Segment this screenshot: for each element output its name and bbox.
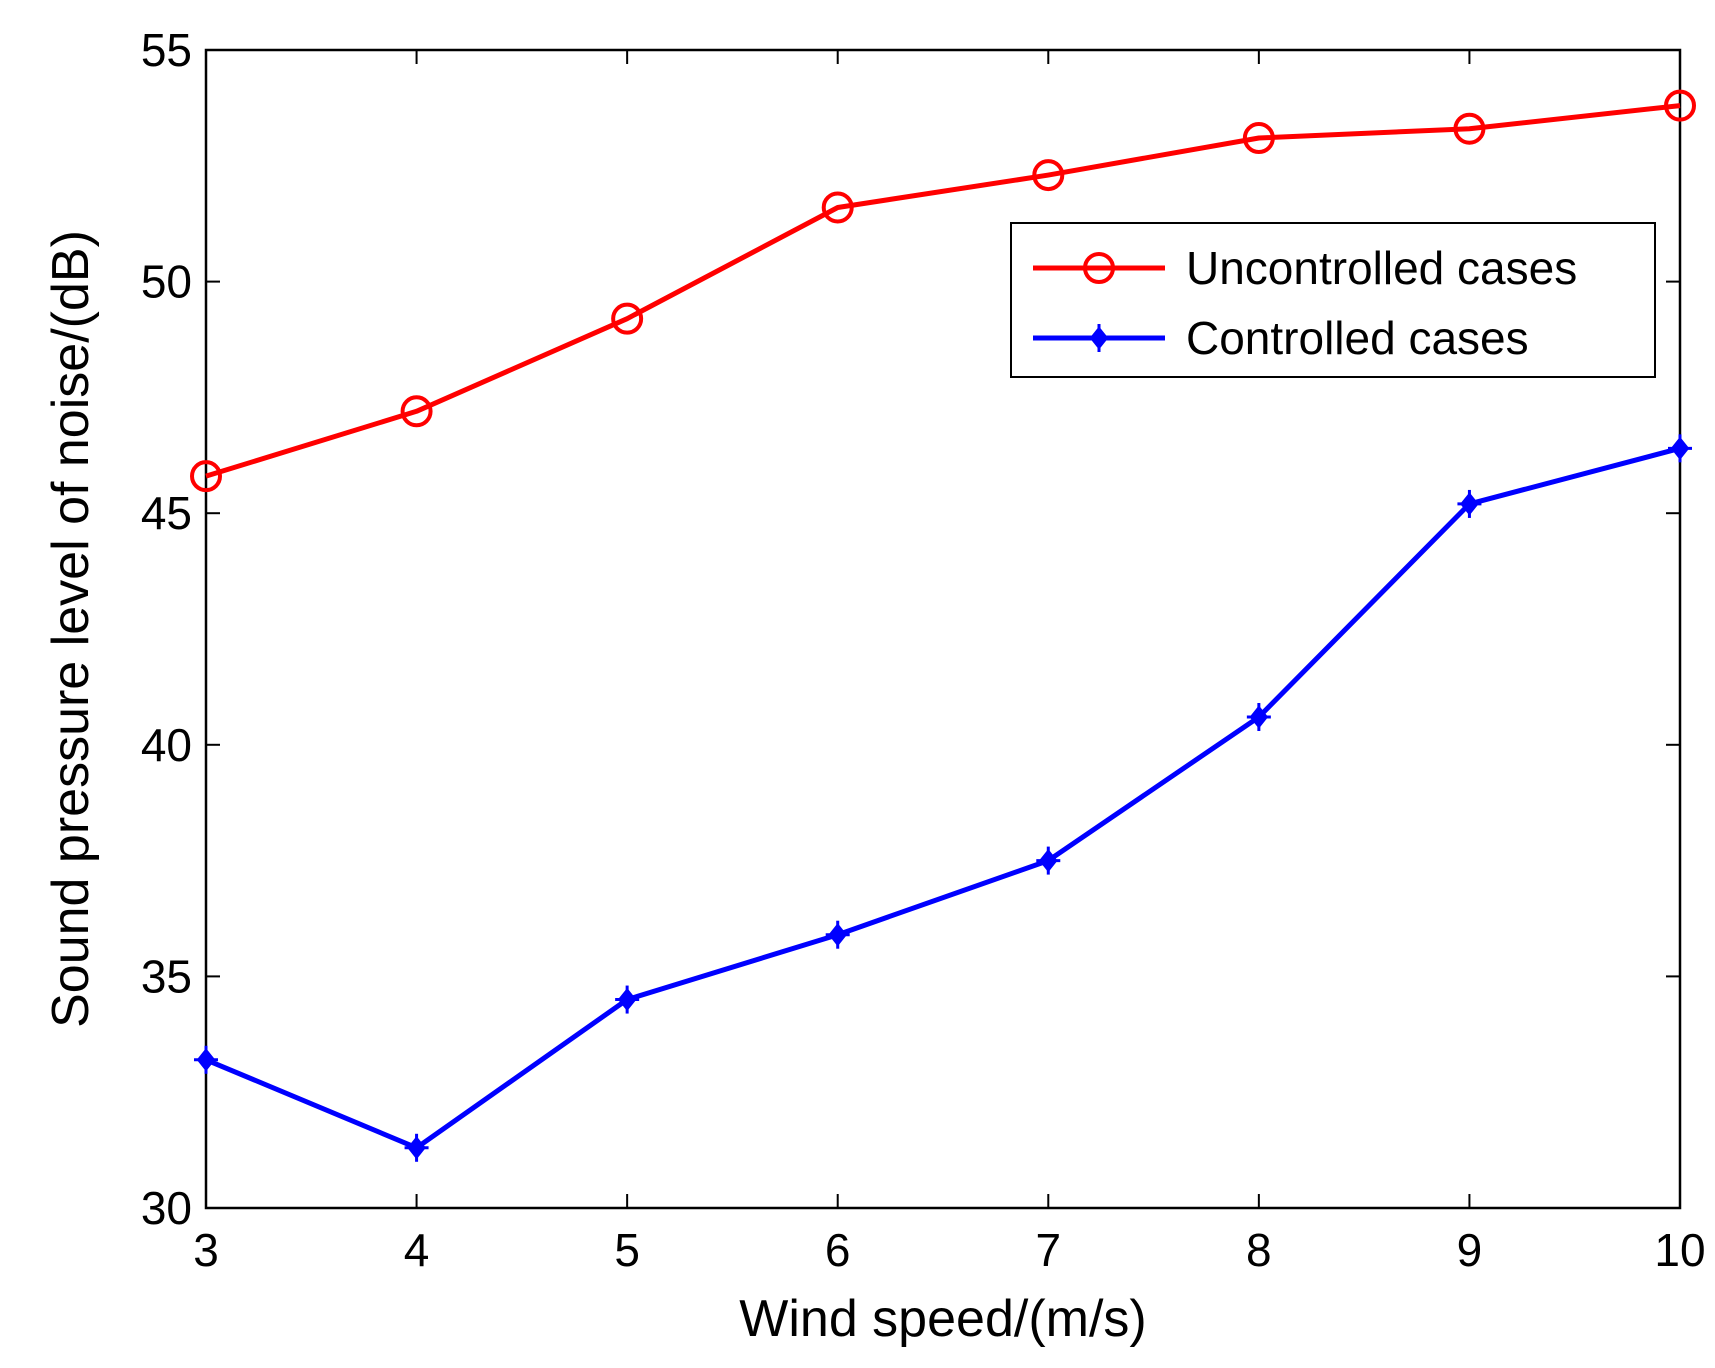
series-uncontrolled-cases	[190, 89, 1696, 493]
legend-marker	[1087, 324, 1111, 352]
data-point	[825, 920, 850, 949]
x-tick-label: 9	[1457, 1224, 1483, 1276]
data-point	[190, 460, 222, 493]
series-controlled-cases	[194, 434, 1692, 1162]
data-point	[404, 1133, 429, 1162]
legend-label: Uncontrolled cases	[1186, 242, 1577, 294]
axis-ticks	[205, 49, 1681, 1209]
data-point	[1453, 112, 1486, 145]
data-point	[1242, 122, 1275, 155]
legend-marker	[1083, 252, 1115, 284]
x-tick-label: 10	[1654, 1224, 1705, 1276]
data-point	[1246, 703, 1271, 732]
series-layer	[190, 89, 1696, 1162]
y-tick-label: 30	[141, 1182, 192, 1234]
x-tick-label: 5	[614, 1224, 640, 1276]
legend-entry: Controlled cases	[1033, 312, 1529, 364]
series-line	[205, 445, 1681, 1151]
legend-entry: Uncontrolled cases	[1033, 242, 1577, 294]
legend-box	[1010, 222, 1656, 378]
data-point	[1457, 489, 1482, 518]
y-tick-label: 55	[141, 24, 192, 76]
data-point	[1032, 159, 1065, 192]
y-axis-title: Sound pressure level of noise/(dB)	[42, 230, 100, 1028]
x-tick-label: 3	[193, 1224, 219, 1276]
x-tick-label: 4	[404, 1224, 430, 1276]
data-point	[611, 302, 644, 335]
legend-label: Controlled cases	[1186, 312, 1529, 364]
data-point	[194, 1045, 218, 1074]
data-point	[821, 191, 854, 224]
y-tick-label: 50	[141, 256, 192, 308]
legend: Uncontrolled cases Controlled cases	[1010, 222, 1656, 378]
data-point	[615, 985, 640, 1014]
x-tick-label: 6	[825, 1224, 851, 1276]
y-tick-label: 40	[141, 719, 192, 771]
y-tick-label: 45	[141, 487, 192, 539]
x-tick-label: 7	[1035, 1224, 1061, 1276]
data-point	[1668, 434, 1692, 463]
x-tick-label: 8	[1246, 1224, 1272, 1276]
series-line	[205, 103, 1681, 479]
x-axis-title: Wind speed/(m/s)	[739, 1290, 1146, 1348]
data-point	[1664, 89, 1696, 122]
data-point	[1036, 846, 1061, 875]
y-tick-label: 35	[141, 950, 192, 1002]
data-point	[400, 395, 433, 428]
